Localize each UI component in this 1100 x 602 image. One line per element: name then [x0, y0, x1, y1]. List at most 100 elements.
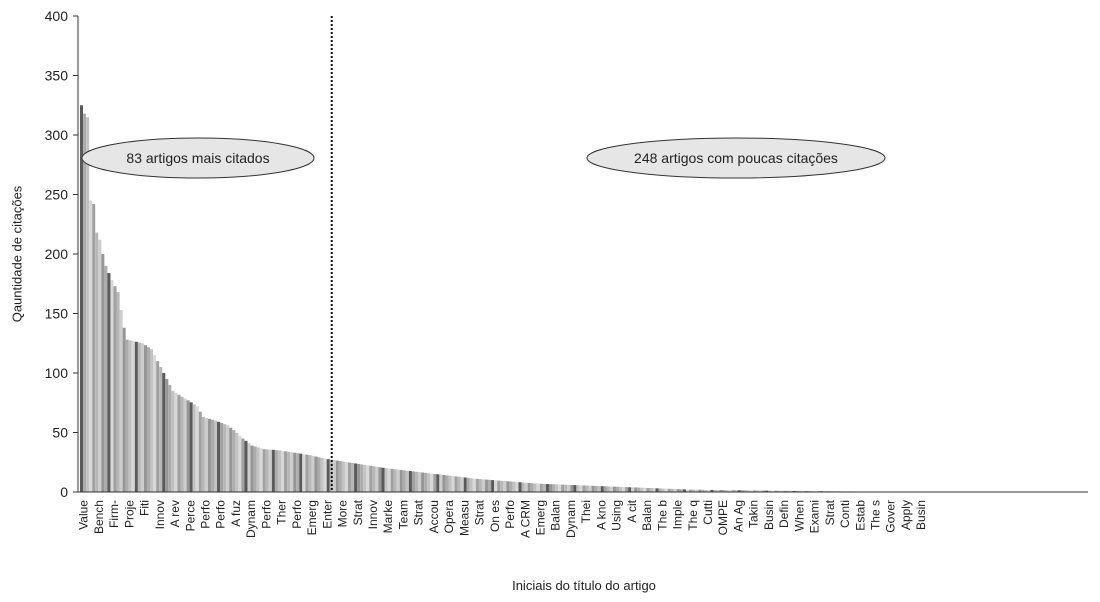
- y-axis-label: Qauntidade de citações: [9, 185, 24, 322]
- article-bar: [586, 486, 589, 492]
- article-bar: [659, 488, 662, 492]
- x-tick-label: Marke: [381, 500, 395, 534]
- article-bar: [272, 450, 275, 492]
- article-bar: [177, 395, 180, 492]
- article-bar: [302, 454, 305, 492]
- x-tick-label: Cutti: [701, 500, 715, 525]
- y-tick-label: 50: [52, 425, 68, 441]
- article-bar: [503, 481, 506, 492]
- x-tick-label: Strat: [412, 499, 426, 525]
- article-bar: [415, 472, 418, 492]
- article-bar: [187, 400, 190, 492]
- article-bar: [455, 476, 458, 492]
- article-bar: [525, 483, 528, 492]
- x-tick-label: Bench: [92, 500, 106, 534]
- x-tick-label: Thei: [579, 500, 593, 523]
- x-tick-label: Perce: [183, 500, 197, 532]
- article-bar: [126, 340, 129, 492]
- article-bar: [290, 452, 293, 492]
- article-bar: [144, 345, 147, 492]
- article-bar: [604, 486, 607, 492]
- y-tick-label: 0: [60, 484, 68, 500]
- article-bar: [646, 488, 649, 492]
- article-bar: [266, 449, 269, 492]
- article-bar: [540, 484, 543, 492]
- article-bar: [296, 453, 299, 492]
- article-bar: [129, 340, 132, 492]
- article-bar: [573, 485, 576, 492]
- article-bar: [534, 483, 537, 492]
- article-bar: [238, 436, 241, 492]
- article-bar: [110, 280, 113, 492]
- x-tick-label: Perfo: [259, 500, 273, 529]
- article-bar: [305, 455, 308, 492]
- x-tick-label: A fuz: [229, 500, 243, 527]
- article-bar: [168, 385, 171, 492]
- article-bar: [138, 343, 141, 492]
- article-bar: [479, 479, 482, 492]
- article-bar: [467, 478, 470, 492]
- article-bar: [190, 402, 193, 492]
- x-tick-label: Perfo: [503, 500, 517, 529]
- article-bar: [598, 486, 601, 492]
- article-bar: [381, 468, 384, 492]
- article-bar: [610, 487, 613, 492]
- article-bar: [570, 485, 573, 492]
- article-bar: [199, 412, 202, 492]
- article-bar: [141, 343, 144, 492]
- article-bar: [98, 240, 101, 492]
- article-bar: [372, 466, 375, 492]
- article-bar: [229, 428, 232, 492]
- article-bar: [406, 471, 409, 492]
- article-bar: [656, 488, 659, 492]
- article-bar: [552, 484, 555, 492]
- x-tick-label: Defin: [777, 500, 791, 528]
- article-bar: [412, 471, 415, 492]
- article-bar: [184, 399, 187, 492]
- article-bar: [193, 404, 196, 492]
- article-bar: [247, 443, 250, 492]
- article-bar: [366, 465, 369, 492]
- article-bar: [360, 464, 363, 492]
- article-bar: [308, 455, 311, 492]
- article-bar: [150, 349, 153, 492]
- article-bar: [625, 487, 628, 492]
- article-bar: [582, 485, 585, 492]
- x-tick-label: Value: [77, 500, 91, 530]
- article-bar: [196, 406, 199, 492]
- article-bar: [485, 480, 488, 492]
- x-tick-label: Proje: [122, 500, 136, 528]
- article-bar: [424, 473, 427, 492]
- x-tick-label: Opera: [442, 500, 456, 534]
- article-bar: [180, 397, 183, 492]
- x-tick-label: Measu: [457, 500, 471, 536]
- article-bar: [293, 453, 296, 492]
- y-tick-label: 250: [45, 187, 69, 203]
- x-tick-label: A kno: [594, 500, 608, 530]
- article-bar: [336, 461, 339, 492]
- axes-layer: [78, 16, 1088, 492]
- article-bar: [132, 341, 135, 492]
- article-bar: [117, 292, 120, 492]
- article-bar: [232, 430, 235, 492]
- article-bar: [80, 105, 83, 492]
- article-bar: [244, 441, 247, 492]
- article-bar: [375, 467, 378, 492]
- x-tick-label: Ther: [275, 500, 289, 525]
- x-tick-label: Dynam: [244, 500, 258, 538]
- article-bar: [299, 454, 302, 492]
- article-bar: [464, 477, 467, 492]
- x-tick-label: Emerg: [305, 500, 319, 535]
- article-bar: [120, 310, 123, 492]
- article-bar: [595, 486, 598, 492]
- x-tick-label: Balan: [549, 500, 563, 531]
- article-bar: [421, 472, 424, 492]
- article-bar: [235, 433, 238, 492]
- article-bar: [579, 485, 582, 492]
- article-bar: [436, 474, 439, 492]
- article-bar: [348, 462, 351, 492]
- article-bar: [512, 482, 515, 492]
- article-bar: [162, 373, 165, 492]
- article-bar: [153, 355, 156, 492]
